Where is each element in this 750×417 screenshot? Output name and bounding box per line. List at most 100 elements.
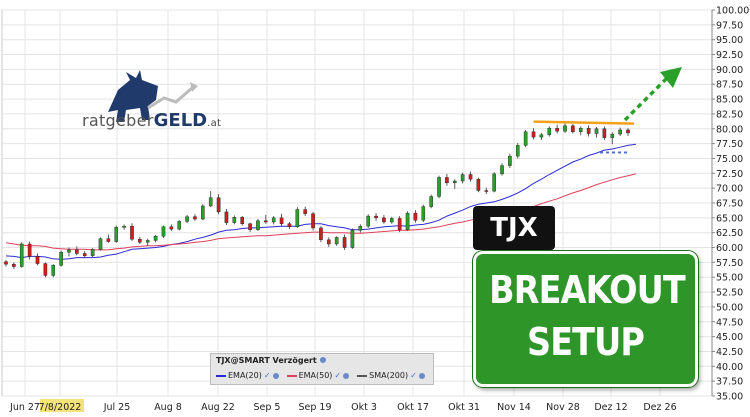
y-tick-label: 42.50 (716, 347, 743, 358)
candle-body (421, 206, 426, 221)
candle-body (334, 237, 339, 245)
legend-item-ema50[interactable]: EMA(50) ✓ (286, 371, 350, 380)
candle (515, 143, 520, 159)
candle-body (358, 225, 363, 231)
candle (547, 126, 552, 137)
candle (12, 262, 16, 269)
legend-label-ema20: EMA(20) (228, 371, 262, 380)
candle (19, 242, 24, 268)
info-dot-icon[interactable] (319, 357, 326, 363)
candle (232, 215, 237, 225)
candle (405, 211, 410, 231)
candle (382, 214, 386, 224)
x-tick-label: Aug 8 (154, 402, 182, 413)
candle (82, 251, 87, 259)
candle (240, 216, 245, 226)
resistance-line (533, 120, 635, 125)
candle (397, 216, 402, 233)
annotations (533, 67, 682, 154)
candle (586, 125, 591, 137)
legend-item-ema20[interactable]: EMA(20) ✓ (216, 371, 279, 380)
y-tick-label: 62.50 (716, 228, 743, 239)
candle-body (508, 155, 512, 166)
candle (523, 129, 528, 148)
candle-body (185, 216, 189, 222)
y-tick-label: 87.50 (716, 80, 743, 91)
breakout-setup-banner: BREAKOUT SETUP (473, 251, 698, 387)
candle-body (452, 180, 457, 184)
candle-body (586, 127, 591, 134)
candle-body (114, 227, 119, 242)
candle (350, 228, 355, 249)
logo-prefix: ratgeber (82, 111, 154, 130)
candle (319, 226, 323, 243)
candle-body (216, 197, 221, 213)
candle-body (82, 253, 87, 257)
candle-body (106, 238, 111, 242)
indicator-legend: TJX@SMART Verzögert EMA(20) ✓ EMA(50) ✓ SM… (210, 353, 434, 385)
candle-body (366, 215, 370, 227)
candle (43, 262, 48, 278)
candle-body (500, 165, 504, 175)
candle-body (4, 261, 8, 265)
y-tick-label: 52.50 (716, 288, 743, 299)
candle (4, 260, 8, 267)
candle-body (531, 131, 536, 138)
candle-body (539, 134, 544, 138)
candle (476, 177, 481, 193)
candle (421, 204, 426, 223)
candle-body (169, 226, 174, 230)
candle (452, 179, 457, 189)
y-tick-label: 37.50 (716, 377, 743, 388)
candle-body (43, 263, 48, 276)
candle (264, 214, 268, 224)
candle (594, 126, 599, 138)
candle (177, 220, 182, 231)
candle-body (67, 249, 71, 253)
brand-logo: ratgeberGELD.at (82, 110, 221, 131)
candle-body (382, 217, 386, 223)
y-tick-label: 50.00 (716, 302, 743, 313)
y-tick-label: 47.50 (716, 317, 743, 328)
candle-body (19, 243, 24, 267)
candle (256, 219, 260, 231)
candle-body (342, 237, 347, 248)
candle (279, 213, 284, 227)
candle-body (484, 190, 489, 192)
logo-suffix: .at (207, 118, 222, 129)
candle-body (287, 223, 292, 227)
check-icon: ✓ (334, 371, 342, 380)
candle (169, 224, 174, 231)
legend-label-ema50: EMA(50) (298, 371, 333, 380)
candle-body (51, 265, 56, 276)
candle (374, 213, 378, 221)
arrow-head-icon (660, 67, 682, 88)
x-axis: Jun 277/8/2022 Jul 25 Aug 8 Aug 22 Sep 5 Sep … (9, 399, 677, 413)
candle-body (594, 128, 599, 134)
candle (311, 211, 315, 231)
banner-line2: SETUP (526, 320, 645, 364)
candle (130, 223, 134, 242)
y-tick-label: 90.00 (716, 65, 743, 76)
candle-body (445, 177, 449, 184)
candle (114, 225, 119, 243)
candle (59, 250, 63, 267)
candle (610, 132, 615, 145)
candle (334, 236, 339, 246)
bull-logo-icon (108, 70, 198, 122)
candle-body (271, 217, 276, 223)
legend-title: TJX@SMART Verzögert (216, 356, 326, 365)
candle (248, 222, 252, 233)
y-tick-label: 72.50 (716, 169, 743, 180)
candle (90, 248, 95, 258)
candle (445, 173, 449, 186)
candle (98, 237, 103, 251)
candle-body (350, 230, 355, 248)
legend-item-sma200[interactable]: SMA(200) ✓ (357, 371, 425, 380)
candlesticks (4, 123, 630, 278)
candle (358, 224, 363, 233)
candle (161, 225, 166, 239)
ticker-label: TJX (490, 213, 538, 243)
candle (500, 163, 504, 176)
candle-body (626, 129, 630, 134)
